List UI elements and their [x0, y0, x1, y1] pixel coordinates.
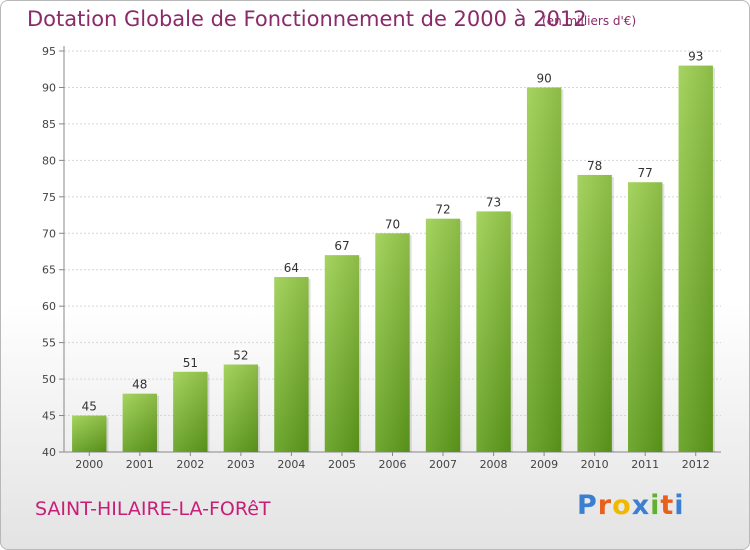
bar-shade [223, 364, 259, 452]
data-label: 93 [688, 50, 703, 64]
y-tick-label: 55 [42, 337, 56, 350]
chart-title: Dotation Globale de Fonctionnement de 20… [27, 7, 587, 31]
bar-shade [324, 255, 360, 452]
data-label: 77 [638, 166, 653, 180]
bar-shade [173, 371, 208, 452]
bar-shade [526, 87, 562, 453]
bar-shade [72, 415, 107, 452]
logo-letter: r [597, 490, 613, 521]
data-label: 48 [132, 378, 147, 392]
x-tick-label: 2006 [379, 458, 407, 471]
x-tick-label: 2008 [480, 458, 508, 471]
data-label: 78 [587, 159, 602, 173]
y-tick-label: 50 [42, 373, 56, 386]
y-tick-label: 90 [42, 81, 56, 94]
bar-shade [122, 393, 157, 452]
bar-shade [628, 182, 663, 452]
logo-letter: P [577, 490, 598, 521]
data-label: 70 [385, 217, 400, 231]
data-label: 73 [486, 195, 501, 209]
bar-shade [476, 211, 511, 452]
x-tick-label: 2002 [176, 458, 204, 471]
bar-shade [425, 218, 461, 452]
x-tick-label: 2010 [581, 458, 609, 471]
y-tick-label: 95 [42, 45, 56, 58]
data-label: 67 [334, 239, 349, 253]
x-tick-label: 2000 [75, 458, 103, 471]
data-label: 90 [536, 71, 551, 85]
chart-subtitle: (en milliers d'€) [542, 14, 637, 28]
y-tick-label: 40 [42, 446, 56, 459]
x-tick-label: 2012 [682, 458, 710, 471]
x-tick-label: 2004 [277, 458, 305, 471]
bar-shade [274, 277, 309, 452]
x-tick-label: 2009 [530, 458, 558, 471]
x-tick-label: 2005 [328, 458, 356, 471]
y-tick-label: 70 [42, 227, 56, 240]
data-label: 52 [233, 349, 248, 363]
data-label: 51 [183, 356, 198, 370]
logo-letter: x [631, 490, 651, 521]
y-tick-label: 65 [42, 264, 56, 277]
bar-shade [577, 174, 612, 453]
data-label: 64 [284, 261, 299, 275]
logo-letter: i [650, 490, 661, 521]
y-tick-label: 60 [42, 300, 56, 313]
x-tick-label: 2007 [429, 458, 457, 471]
x-tick-label: 2001 [126, 458, 154, 471]
data-label: 45 [82, 400, 97, 414]
bar-shade [375, 233, 410, 452]
proxiti-logo[interactable]: Proxiti [577, 490, 685, 521]
y-tick-label: 80 [42, 154, 56, 167]
logo-letter: o [612, 490, 632, 521]
x-tick-label: 2003 [227, 458, 255, 471]
logo-letter: i [674, 490, 685, 521]
y-tick-label: 75 [42, 191, 56, 204]
x-tick-label: 2011 [631, 458, 659, 471]
commune-name: SAINT-HILAIRE-LA-FORêT [35, 498, 271, 520]
data-label: 72 [435, 203, 450, 217]
bar-shade [678, 65, 713, 452]
y-tick-label: 45 [42, 410, 56, 423]
logo-letter: t [660, 490, 675, 521]
y-tick-label: 85 [42, 118, 56, 131]
